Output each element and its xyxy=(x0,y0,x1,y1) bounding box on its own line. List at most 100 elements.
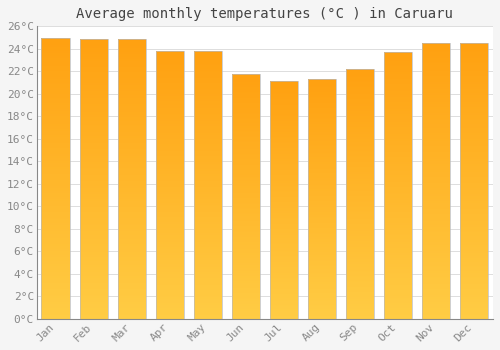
Bar xyxy=(42,158,70,160)
Bar xyxy=(308,89,336,90)
Bar xyxy=(232,236,260,237)
Bar xyxy=(384,194,412,196)
Bar xyxy=(346,96,374,97)
Bar xyxy=(422,100,450,102)
Bar xyxy=(118,177,146,179)
Bar xyxy=(42,302,70,304)
Bar xyxy=(460,115,488,117)
Bar xyxy=(156,223,184,224)
Bar xyxy=(422,297,450,299)
Bar xyxy=(156,64,184,65)
Bar xyxy=(194,146,222,147)
Bar xyxy=(270,313,298,314)
Bar xyxy=(42,37,70,40)
Bar xyxy=(384,246,412,248)
Bar xyxy=(42,167,70,169)
Bar xyxy=(42,281,70,283)
Bar xyxy=(384,314,412,315)
Bar xyxy=(156,53,184,55)
Bar xyxy=(422,135,450,137)
Bar xyxy=(308,108,336,110)
Bar xyxy=(232,293,260,294)
Bar xyxy=(308,292,336,293)
Bar xyxy=(80,104,108,106)
Bar xyxy=(384,114,412,116)
Bar xyxy=(308,145,336,146)
Bar xyxy=(232,113,260,114)
Bar xyxy=(118,268,146,270)
Bar xyxy=(194,260,222,262)
Bar xyxy=(270,309,298,311)
Bar xyxy=(118,169,146,171)
Bar xyxy=(384,250,412,251)
Bar xyxy=(422,286,450,288)
Bar xyxy=(80,149,108,151)
Bar xyxy=(232,312,260,314)
Bar xyxy=(384,244,412,246)
Bar xyxy=(42,116,70,118)
Bar xyxy=(118,136,146,138)
Bar xyxy=(42,141,70,142)
Bar xyxy=(422,187,450,188)
Bar xyxy=(346,166,374,167)
Bar xyxy=(80,220,108,222)
Bar xyxy=(346,307,374,309)
Bar xyxy=(308,293,336,295)
Bar xyxy=(308,295,336,296)
Bar xyxy=(156,264,184,265)
Bar xyxy=(42,184,70,186)
Bar xyxy=(422,106,450,107)
Bar xyxy=(422,266,450,267)
Bar xyxy=(422,119,450,120)
Bar xyxy=(80,85,108,87)
Bar xyxy=(308,148,336,149)
Bar xyxy=(118,72,146,74)
Bar xyxy=(118,85,146,87)
Bar xyxy=(384,292,412,294)
Bar xyxy=(422,223,450,225)
Bar xyxy=(346,251,374,252)
Bar xyxy=(308,290,336,292)
Bar xyxy=(42,294,70,296)
Bar xyxy=(422,76,450,78)
Bar xyxy=(270,198,298,200)
Bar xyxy=(42,296,70,298)
Bar xyxy=(118,143,146,145)
Bar xyxy=(270,233,298,235)
Bar xyxy=(270,137,298,138)
Bar xyxy=(194,105,222,106)
Bar xyxy=(422,288,450,289)
Bar xyxy=(156,288,184,290)
Bar xyxy=(42,99,70,101)
Bar xyxy=(80,48,108,50)
Bar xyxy=(384,175,412,177)
Bar xyxy=(384,143,412,145)
Bar xyxy=(270,241,298,243)
Bar xyxy=(308,161,336,162)
Bar xyxy=(460,289,488,291)
Bar xyxy=(118,50,146,52)
Bar xyxy=(460,179,488,181)
Bar xyxy=(118,38,146,319)
Bar xyxy=(346,252,374,254)
Bar xyxy=(194,130,222,131)
Bar xyxy=(118,194,146,196)
Bar xyxy=(80,186,108,188)
Bar xyxy=(460,128,488,130)
Bar xyxy=(232,93,260,95)
Bar xyxy=(308,188,336,189)
Bar xyxy=(422,269,450,271)
Bar xyxy=(422,293,450,295)
Bar xyxy=(308,296,336,298)
Bar xyxy=(42,242,70,244)
Bar xyxy=(346,122,374,124)
Bar xyxy=(232,214,260,216)
Bar xyxy=(422,141,450,142)
Bar xyxy=(460,45,488,47)
Bar xyxy=(80,293,108,295)
Bar xyxy=(232,278,260,280)
Bar xyxy=(346,222,374,224)
Bar xyxy=(118,199,146,201)
Bar xyxy=(384,72,412,74)
Bar xyxy=(346,117,374,119)
